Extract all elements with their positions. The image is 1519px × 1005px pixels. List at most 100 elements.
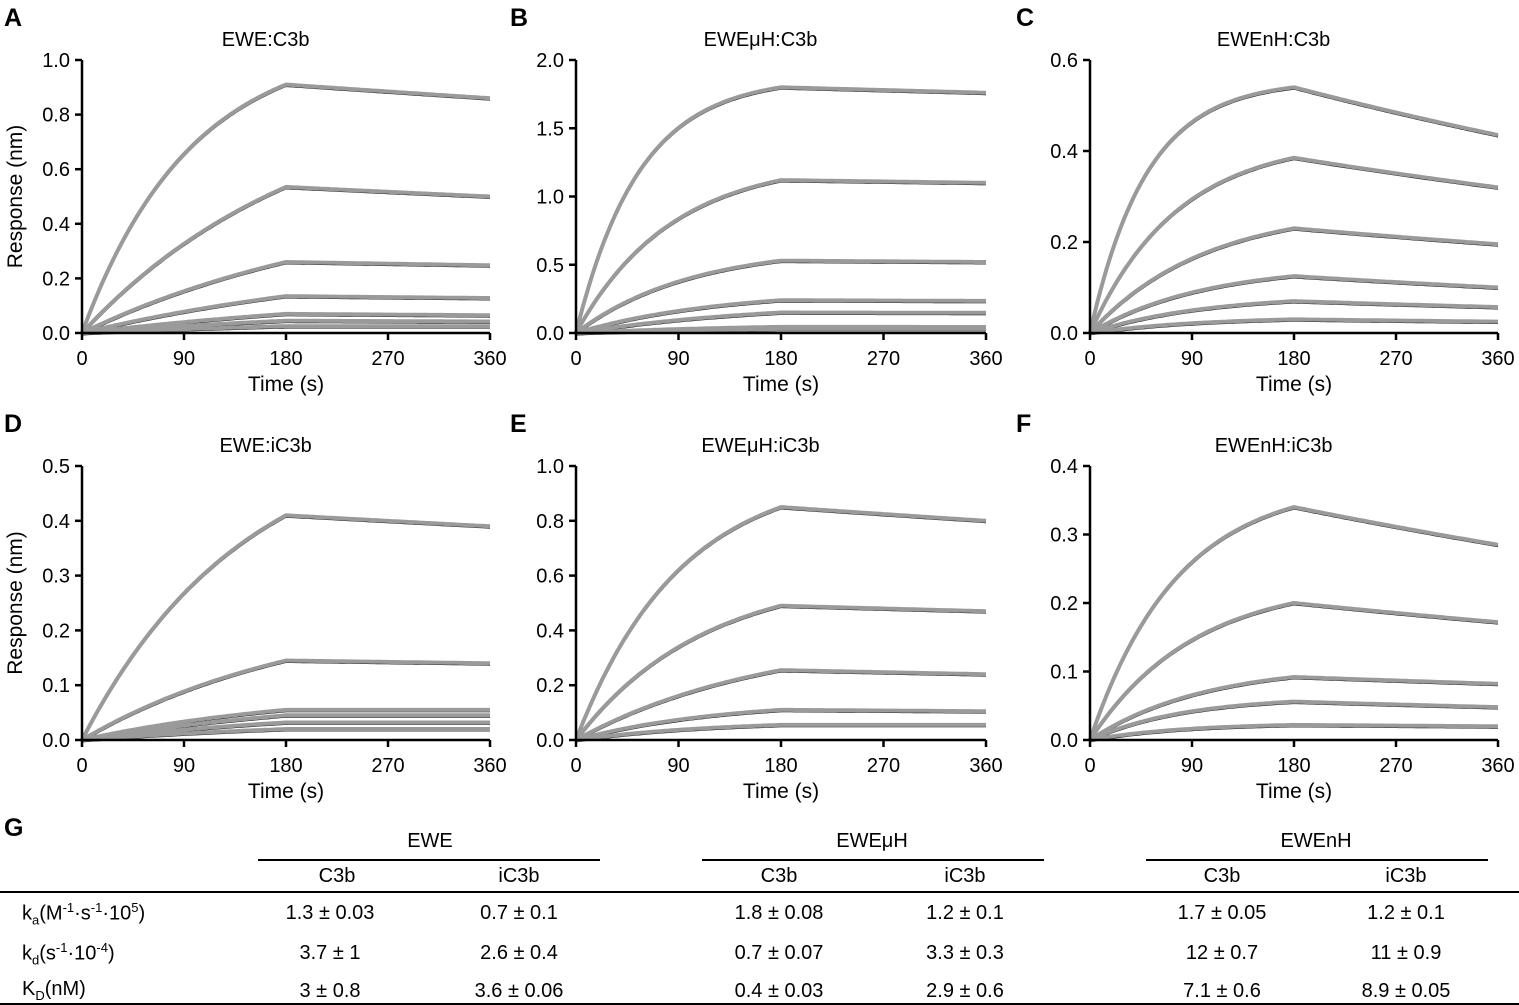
x-tick-label: 0 xyxy=(76,755,87,777)
row-label-ka: ka(M-1·s-1·105) xyxy=(22,900,146,928)
fit-curve xyxy=(575,668,986,742)
y-tick-label: 0.0 xyxy=(536,730,564,752)
fit-curve xyxy=(1089,699,1499,742)
x-tick-label: 180 xyxy=(1277,755,1310,777)
x-tick-label: 270 xyxy=(371,348,404,370)
x-tick-label: 180 xyxy=(269,755,302,777)
x-tick-label: 180 xyxy=(269,348,302,370)
fit-curve xyxy=(80,184,491,335)
x-tick-label: 90 xyxy=(667,755,689,777)
x-axis-label: Time (s) xyxy=(743,373,819,396)
y-tick-label: 1.0 xyxy=(42,50,70,72)
y-tick-label: 1.5 xyxy=(536,118,564,140)
y-tick-label: 0.3 xyxy=(1050,525,1078,547)
fit-curve xyxy=(1088,226,1499,335)
chart-panel-a: A EWE:C3b 0.0 0.2 0.4 0.6 0.8 1.0 0 90 180 270 360 Ti… xyxy=(4,4,507,396)
fit-curve xyxy=(574,258,986,335)
row-label-kd: kd(s-1·10-4) xyxy=(22,940,115,968)
table-header-rule xyxy=(0,891,1519,893)
x-tick-label: 270 xyxy=(867,348,900,370)
panel-letter: B xyxy=(510,4,528,32)
x-tick-label: 360 xyxy=(969,755,1002,777)
x-tick-label: 180 xyxy=(1277,348,1310,370)
column-header: C3b xyxy=(760,865,798,887)
chart-title: EWE:iC3b xyxy=(219,435,311,457)
fit-curve xyxy=(574,85,987,334)
y-tick-label: 0.1 xyxy=(1050,662,1078,684)
panel-letter: E xyxy=(510,410,527,438)
fit-curve xyxy=(81,713,490,742)
y-tick-label: 1.0 xyxy=(536,456,564,478)
y-tick-label: 0.2 xyxy=(42,268,70,290)
table-cell: 3.6 ± 0.06 xyxy=(474,980,564,1002)
group-rule-ewe-nh xyxy=(1146,859,1488,861)
x-tick-label: 360 xyxy=(473,348,506,370)
data-trace xyxy=(574,507,987,742)
y-tick-label: 0.2 xyxy=(42,620,70,642)
chart-panel-f: F EWEnH:iC3b 0.0 0.1 0.2 0.3 0.4 0 90 180 270 360 Ti… xyxy=(1016,410,1515,803)
fit-curve xyxy=(574,178,987,334)
group-rule-ewe-muh xyxy=(702,859,1044,861)
y-tick-label: 0.0 xyxy=(42,323,70,345)
x-tick-label: 180 xyxy=(764,755,797,777)
fit-curve xyxy=(574,603,987,742)
y-tick-label: 0.6 xyxy=(42,159,70,181)
y-tick-label: 0.2 xyxy=(536,675,564,697)
fit-curve xyxy=(1088,85,1499,334)
column-header: C3b xyxy=(318,865,356,887)
group-header-ewe: EWE xyxy=(407,830,453,852)
chart-panel-e: E EWEμH:iC3b 0.0 0.2 0.4 0.6 0.8 1.0 0 90 180 270 36… xyxy=(510,410,1003,803)
table-cell: 1.2 ± 0.1 xyxy=(926,902,1004,924)
column-header: iC3b xyxy=(498,865,540,887)
x-tick-label: 90 xyxy=(667,348,689,370)
table-cell: 11 ± 0.9 xyxy=(1370,942,1442,964)
group-header-ewe-nh: EWEnH xyxy=(1280,830,1352,852)
fit-curve xyxy=(81,318,490,335)
group-header-ewe-muh: EWEμH xyxy=(836,830,908,852)
fit-curve xyxy=(81,260,491,335)
table-cell: 8.9 ± 0.05 xyxy=(1361,980,1451,1002)
x-tick-label: 0 xyxy=(1084,755,1095,777)
x-tick-label: 90 xyxy=(1181,348,1203,370)
column-header: iC3b xyxy=(944,865,986,887)
panel-letter: C xyxy=(1016,4,1034,32)
table-cell: 2.6 ± 0.4 xyxy=(480,942,558,964)
fit-curve xyxy=(80,513,491,741)
x-tick-label: 360 xyxy=(1481,348,1514,370)
data-trace xyxy=(1088,157,1499,335)
fit-curve xyxy=(1088,675,1499,742)
fit-curve xyxy=(1089,722,1498,742)
fit-curve xyxy=(81,707,490,742)
chart-panel-b: B EWEμH:C3b 0.0 0.5 1.0 1.5 2.0 0 90 180 270 360 Tim… xyxy=(510,4,1003,396)
fit-curve xyxy=(80,658,491,742)
table-bottom-rule xyxy=(0,1003,1519,1005)
table-cell: 3 ± 0.8 xyxy=(299,980,361,1002)
chart-title: EWEnH:C3b xyxy=(1217,29,1330,51)
fit-curve xyxy=(81,311,491,335)
chart-title: EWEnH:iC3b xyxy=(1215,435,1333,457)
x-tick-label: 270 xyxy=(371,755,404,777)
fit-curve xyxy=(1088,505,1499,741)
y-axis-label: Response (nm) xyxy=(4,125,27,269)
chart-panel-c: C EWEnH:C3b 0.0 0.2 0.4 0.6 0 90 180 270 360 Time (… xyxy=(1016,4,1515,396)
y-tick-label: 0.3 xyxy=(42,566,70,588)
chart-title: EWEμH:C3b xyxy=(704,29,818,51)
y-tick-label: 0.5 xyxy=(42,456,70,478)
fit-curve xyxy=(574,505,987,741)
y-tick-label: 1.0 xyxy=(536,187,564,209)
table-cell: 12 ± 0.7 xyxy=(1185,942,1259,964)
chart-title: EWE:C3b xyxy=(222,29,310,51)
y-tick-label: 0.0 xyxy=(42,730,70,752)
y-tick-label: 0.2 xyxy=(1050,232,1078,254)
x-axis-label: Time (s) xyxy=(248,780,324,803)
fit-curve xyxy=(1088,601,1499,742)
fit-curve xyxy=(1088,155,1499,334)
x-tick-label: 360 xyxy=(473,755,506,777)
x-axis-label: Time (s) xyxy=(1256,373,1332,396)
y-tick-label: 0.6 xyxy=(536,566,564,588)
kinetics-table: G EWE EWEμH EWEnH C3b iC3b C3b iC3b C3b … xyxy=(0,808,1519,1005)
y-tick-label: 2.0 xyxy=(536,50,564,72)
y-tick-label: 0.0 xyxy=(536,323,564,345)
x-tick-label: 360 xyxy=(1481,755,1514,777)
